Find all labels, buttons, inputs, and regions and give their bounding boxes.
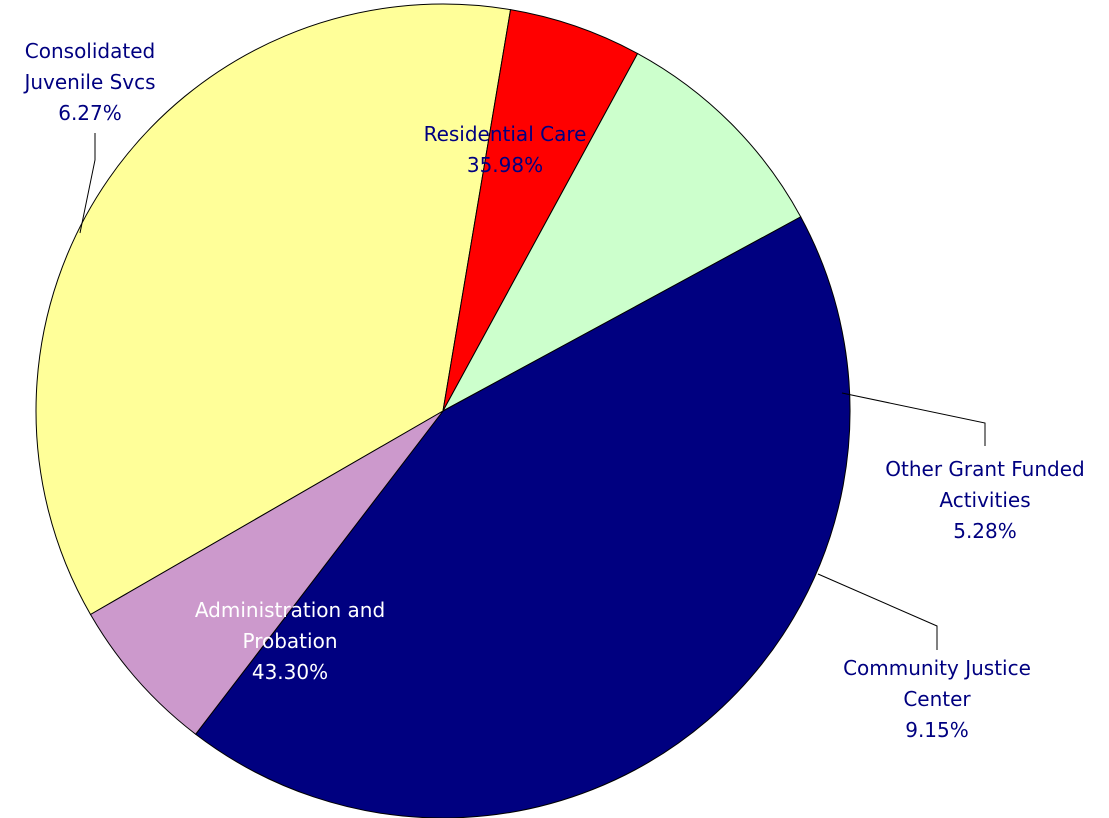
slice-percent-label: 5.28% [953,519,1017,543]
slice-name-label: Community Justice [843,656,1031,680]
slice-name-label: Center [903,687,971,711]
slice-name-label: Consolidated [25,39,155,63]
slice-percent-label: 6.27% [58,101,122,125]
leader-line-2 [841,392,986,446]
leader-lines [79,133,986,650]
slice-label-2: Other Grant Funded Activities 5.28% [885,457,1084,543]
slice-percent-label: 9.15% [905,718,969,742]
slice-name-label: Probation [243,629,338,653]
slice-label-3: Community Justice Center 9.15% [843,656,1031,742]
pie-slice-3 [441,52,802,413]
pie-slice-1 [35,3,512,616]
leader-line-3 [817,573,938,650]
slice-name-label: Administration and [195,598,385,622]
pie-slice-2 [442,9,639,412]
slice-name-label: Other Grant Funded [885,457,1084,481]
pie-slice-5 [89,410,444,735]
slice-label-5: Consolidated Juvenile Svcs 6.27% [22,39,155,125]
pie-slices [35,3,851,818]
slice-label-4: Administration and Probation 43.30% [195,598,385,684]
slice-name-label: Juvenile Svcs [22,70,155,94]
slice-percent-label: 35.98% [467,153,543,177]
slice-labels: Residential Care 35.98% Other Grant Funded… [22,39,1084,742]
slice-name-label: Activities [939,488,1030,512]
slice-percent-label: 43.30% [252,660,328,684]
pie-slice-4 [194,216,851,818]
leader-line-5 [79,133,96,234]
slice-name-label: Residential Care [424,122,587,146]
slice-label-1: Residential Care 35.98% [424,122,587,177]
